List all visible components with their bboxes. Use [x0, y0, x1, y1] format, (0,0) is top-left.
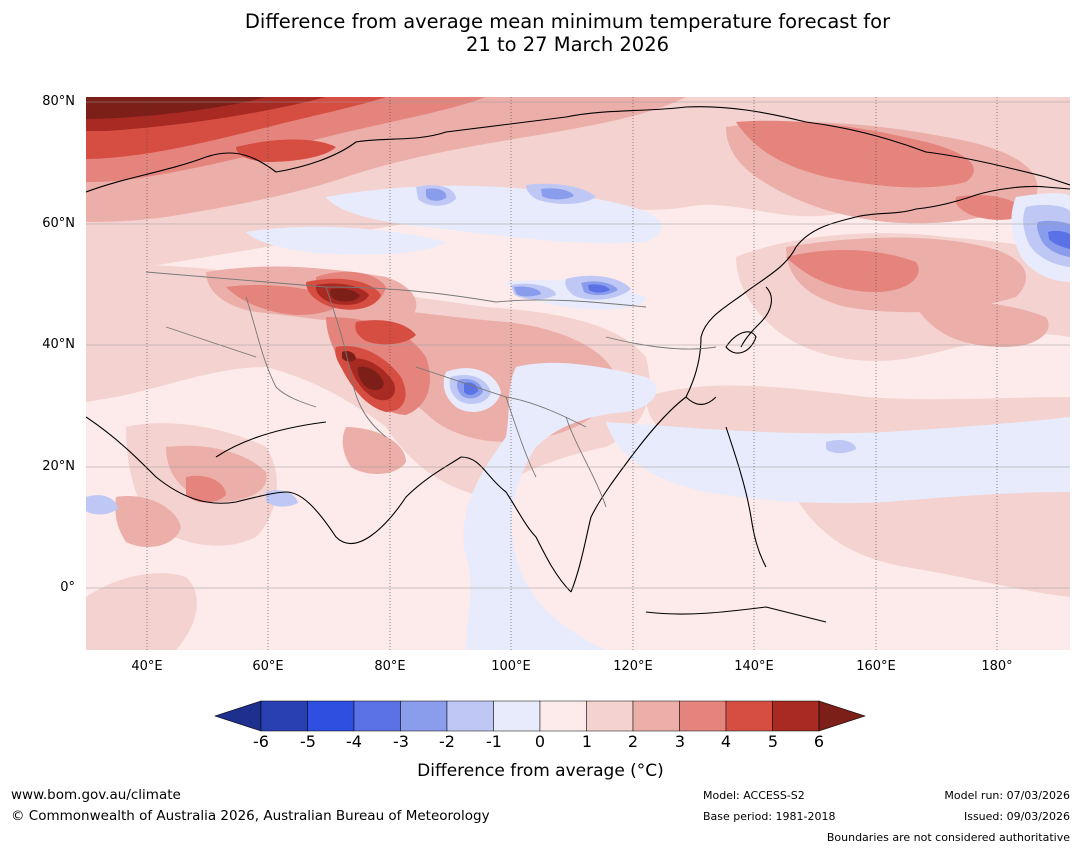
colorbar-segment: [586, 700, 634, 732]
colorbar-segment: [353, 700, 401, 732]
lat-label-40n: 40°N: [42, 337, 75, 352]
lon-label-60e: 60°E: [252, 659, 284, 674]
lat-label-20n: 20°N: [42, 459, 75, 474]
colorbar-segment: [772, 700, 820, 732]
lon-label-180: 180°: [981, 659, 1013, 674]
colorbar-tick-3: 3: [674, 732, 686, 751]
lon-label-40e: 40°E: [131, 659, 163, 674]
colorbar-tick-5: 5: [767, 732, 779, 751]
graticule: [86, 97, 1070, 650]
lat-label-60n: 60°N: [42, 216, 75, 231]
base-period-text: Base period: 1981-2018: [703, 810, 836, 823]
colorbar-tick-0: 0: [534, 732, 546, 751]
lon-label-80e: 80°E: [374, 659, 406, 674]
anomaly-band-neg-3-4: [464, 230, 1070, 395]
colorbar-extend-high: [818, 700, 866, 732]
lon-label-140e: 140°E: [734, 659, 774, 674]
colorbar-tick-neg5: -5: [300, 732, 316, 751]
forecast-map: [86, 97, 1070, 650]
title-line-1: Difference from average mean minimum tem…: [244, 10, 891, 33]
colorbar-tick-4: 4: [720, 732, 732, 751]
disclaimer-text: Boundaries are not considered authoritat…: [826, 831, 1070, 844]
colorbar-tick-1: 1: [581, 732, 593, 751]
model-text: Model: ACCESS-S2: [703, 789, 805, 802]
colorbar-label: Difference from average (°C): [417, 761, 664, 781]
title-line-2: 21 to 27 March 2026: [465, 33, 670, 56]
model-run-text: Model run: 07/03/2026: [944, 789, 1070, 802]
colorbar-segment: [493, 700, 541, 732]
anomaly-band-6-plus: [86, 97, 384, 391]
website-link[interactable]: www.bom.gov.au/climate: [11, 787, 181, 803]
colorbar-segment: [679, 700, 727, 732]
chart-title: Difference from average mean minimum tem…: [0, 10, 1081, 56]
colorbar-segment: [725, 700, 773, 732]
colorbar-tick-neg2: -2: [439, 732, 455, 751]
lat-label-0: 0°: [60, 580, 75, 595]
lon-label-100e: 100°E: [491, 659, 531, 674]
colorbar-segment: [400, 700, 448, 732]
colorbar: [214, 700, 866, 732]
colorbar-segment: [307, 700, 355, 732]
coastlines: [86, 106, 1070, 623]
colorbar-tick-neg4: -4: [346, 732, 362, 751]
copyright-text: © Commonwealth of Australia 2026, Austra…: [11, 808, 490, 824]
colorbar-segment: [632, 700, 680, 732]
colorbar-tick-2: 2: [627, 732, 639, 751]
colorbar-tick-neg6: -6: [253, 732, 269, 751]
colorbar-extend-low: [214, 700, 262, 732]
colorbar-segment: [260, 700, 308, 732]
colorbar-tick-6: 6: [813, 732, 825, 751]
lon-label-120e: 120°E: [613, 659, 653, 674]
lon-label-160e: 160°E: [856, 659, 896, 674]
issued-text: Issued: 09/03/2026: [963, 810, 1070, 823]
country-borders: [145, 271, 717, 508]
colorbar-tick-neg1: -1: [486, 732, 502, 751]
colorbar-segment: [446, 700, 494, 732]
colorbar-segment: [539, 700, 587, 732]
colorbar-tick-neg3: -3: [393, 732, 409, 751]
lat-label-80n: 80°N: [42, 94, 75, 109]
